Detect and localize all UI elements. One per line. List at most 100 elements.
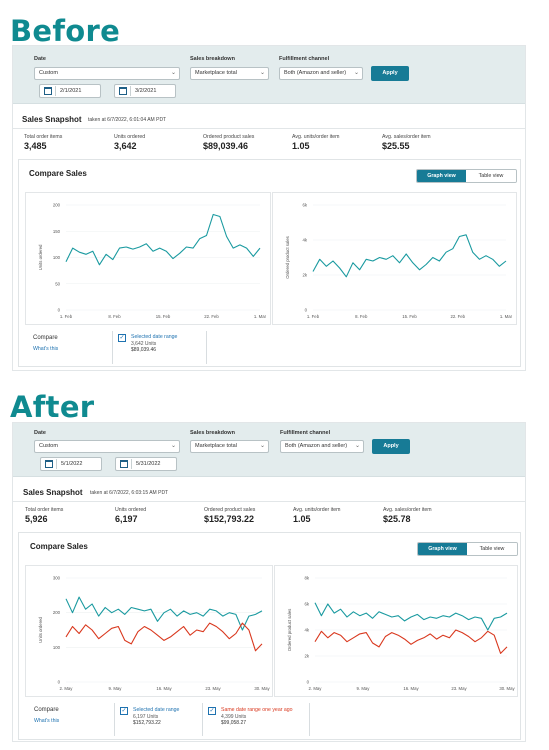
y-tick-label: 0: [58, 680, 61, 685]
divider: [112, 331, 113, 364]
metric-label: Total order items: [25, 507, 64, 513]
divider: [206, 331, 207, 364]
legend-units: 6,197 Units: [133, 714, 159, 720]
divider: [56, 459, 57, 469]
chart-svg: 0 2k 4k 6k 8k 2. May 9. May 16. May 23. May 30. M…: [287, 576, 515, 692]
y-tick-label: 200: [53, 203, 61, 208]
metric-label: Total order items: [24, 134, 63, 140]
metric-label: Ordered product sales: [204, 507, 256, 513]
sales-breakdown-value: Marketplace total: [195, 70, 237, 76]
sales-breakdown-select[interactable]: Marketplace total ⌄: [190, 440, 269, 453]
y-tick-label: 8k: [304, 576, 309, 581]
date-range-value: Custom: [39, 70, 58, 76]
divider: [309, 703, 310, 736]
legend-title: Same date range one year ago: [221, 707, 293, 713]
compare-sales-title: Compare Sales: [29, 169, 87, 178]
ordered-product-sales-chart: 0 2k 4k 6k 8k 2. May 9. May 16. May 23. May 30. M…: [274, 565, 518, 697]
y-tick-label: 300: [53, 576, 61, 581]
ordered-product-sales-chart: 0 2k 4k 6k 1. Feb 8. Feb 15. Feb 22. Feb 1. Mar O…: [272, 192, 517, 325]
x-tick-label: 22. Feb: [204, 314, 219, 319]
chart-svg: 0 100 200 300 2. May 9. May 16. May 23. May 30. …: [38, 576, 270, 692]
chevron-down-icon: ⌄: [259, 70, 265, 76]
before-panel: Date Custom ⌄ Sales breakdown Marketplac…: [12, 45, 526, 371]
end-date-input[interactable]: 5/31/2022: [115, 457, 177, 471]
fulfillment-channel-select[interactable]: Both (Amazon and seller) ⌄: [280, 440, 364, 453]
start-date-value: 5/1/2022: [61, 461, 83, 467]
metric-label: Avg. units/order item: [293, 507, 341, 513]
apply-button[interactable]: Apply: [372, 439, 410, 454]
start-date-input[interactable]: 5/1/2022: [40, 457, 102, 471]
y-tick-label: 4k: [302, 238, 307, 243]
view-toggle: Graph view Table view: [417, 542, 518, 556]
date-range-select[interactable]: Custom ⌄: [34, 67, 180, 80]
x-tick-label: 1. Mar: [254, 314, 267, 319]
checkbox-icon[interactable]: ✓: [120, 707, 128, 715]
graph-view-button[interactable]: Graph view: [417, 170, 467, 182]
divider: [114, 703, 115, 736]
start-date-input[interactable]: 2/1/2021: [39, 84, 101, 98]
x-tick-label: 30. May: [499, 686, 515, 691]
calendar-icon: [45, 460, 53, 468]
metric-label: Ordered product sales: [203, 134, 255, 140]
metric-label: Avg. units/order item: [292, 134, 340, 140]
x-tick-label: 1. Feb: [60, 314, 73, 319]
series-line: [65, 622, 263, 652]
chevron-down-icon: ⌄: [353, 70, 359, 76]
legend-units: 3,642 Units: [131, 341, 157, 347]
end-date-input[interactable]: 3/2/2021: [114, 84, 176, 98]
x-tick-label: 30. May: [254, 686, 270, 691]
chevron-down-icon: ⌄: [354, 443, 360, 449]
apply-button[interactable]: Apply: [371, 66, 409, 81]
x-tick-label: 2. May: [60, 686, 74, 691]
sales-breakdown-value: Marketplace total: [195, 443, 237, 449]
view-toggle: Graph view Table view: [416, 169, 517, 183]
calendar-icon: [44, 87, 52, 95]
compare-label: Compare: [34, 707, 59, 713]
x-tick-label: 22. Feb: [450, 314, 465, 319]
y-tick-label: 4k: [304, 628, 309, 633]
y-axis-label: Ordered product sales: [287, 609, 292, 652]
x-tick-label: 8. Feb: [355, 314, 368, 319]
y-tick-label: 50: [55, 281, 60, 286]
x-tick-label: 9. May: [357, 686, 371, 691]
chart-svg: 0 50 100 150 200 1. Feb 8. Feb 15. Feb 22. Feb 1.…: [38, 203, 267, 320]
metric-label: Units ordered: [114, 134, 146, 140]
y-axis-label: Units ordered: [38, 616, 43, 642]
y-tick-label: 0: [305, 308, 308, 313]
legend-sales: $99,058.27: [221, 720, 247, 726]
series-line: [65, 596, 263, 631]
y-tick-label: 100: [53, 255, 61, 260]
y-tick-label: 0: [307, 680, 310, 685]
date-range-select[interactable]: Custom ⌄: [34, 440, 180, 453]
compare-sales-card: Compare Sales Graph view Table view 0 100…: [18, 532, 521, 740]
fulfillment-channel-select[interactable]: Both (Amazon and seller) ⌄: [279, 67, 363, 80]
fulfillment-channel-label: Fulfillment channel: [280, 430, 331, 436]
chevron-down-icon: ⌄: [170, 443, 176, 449]
calendar-icon: [119, 87, 127, 95]
series-line: [314, 602, 508, 631]
y-tick-label: 2k: [304, 654, 309, 659]
calendar-icon: [120, 460, 128, 468]
divider: [55, 86, 56, 96]
y-tick-label: 6k: [302, 203, 307, 208]
checkbox-icon[interactable]: ✓: [208, 707, 216, 715]
after-panel: Date Custom ⌄ Sales breakdown Marketplac…: [12, 422, 526, 742]
metric-value: $89,039.46: [203, 141, 249, 151]
x-tick-label: 23. May: [451, 686, 467, 691]
metric-value: 6,197: [115, 514, 138, 524]
x-tick-label: 1. Mar: [500, 314, 513, 319]
y-tick-label: 150: [53, 229, 61, 234]
sales-breakdown-label: Sales breakdown: [190, 56, 235, 62]
whats-this-link[interactable]: What's this: [34, 718, 60, 724]
divider: [13, 501, 525, 502]
graph-view-button[interactable]: Graph view: [418, 543, 468, 555]
sales-breakdown-select[interactable]: Marketplace total ⌄: [190, 67, 269, 80]
table-view-button[interactable]: Table view: [466, 170, 516, 182]
metric-value: $25.78: [383, 514, 411, 524]
chevron-down-icon: ⌄: [170, 70, 176, 76]
checkbox-icon[interactable]: ✓: [118, 334, 126, 342]
whats-this-link[interactable]: What's this: [33, 346, 59, 352]
table-view-button[interactable]: Table view: [467, 543, 517, 555]
compare-sales-card: Compare Sales Graph view Table view 0 50 1…: [18, 159, 521, 367]
x-tick-label: 16. May: [403, 686, 419, 691]
